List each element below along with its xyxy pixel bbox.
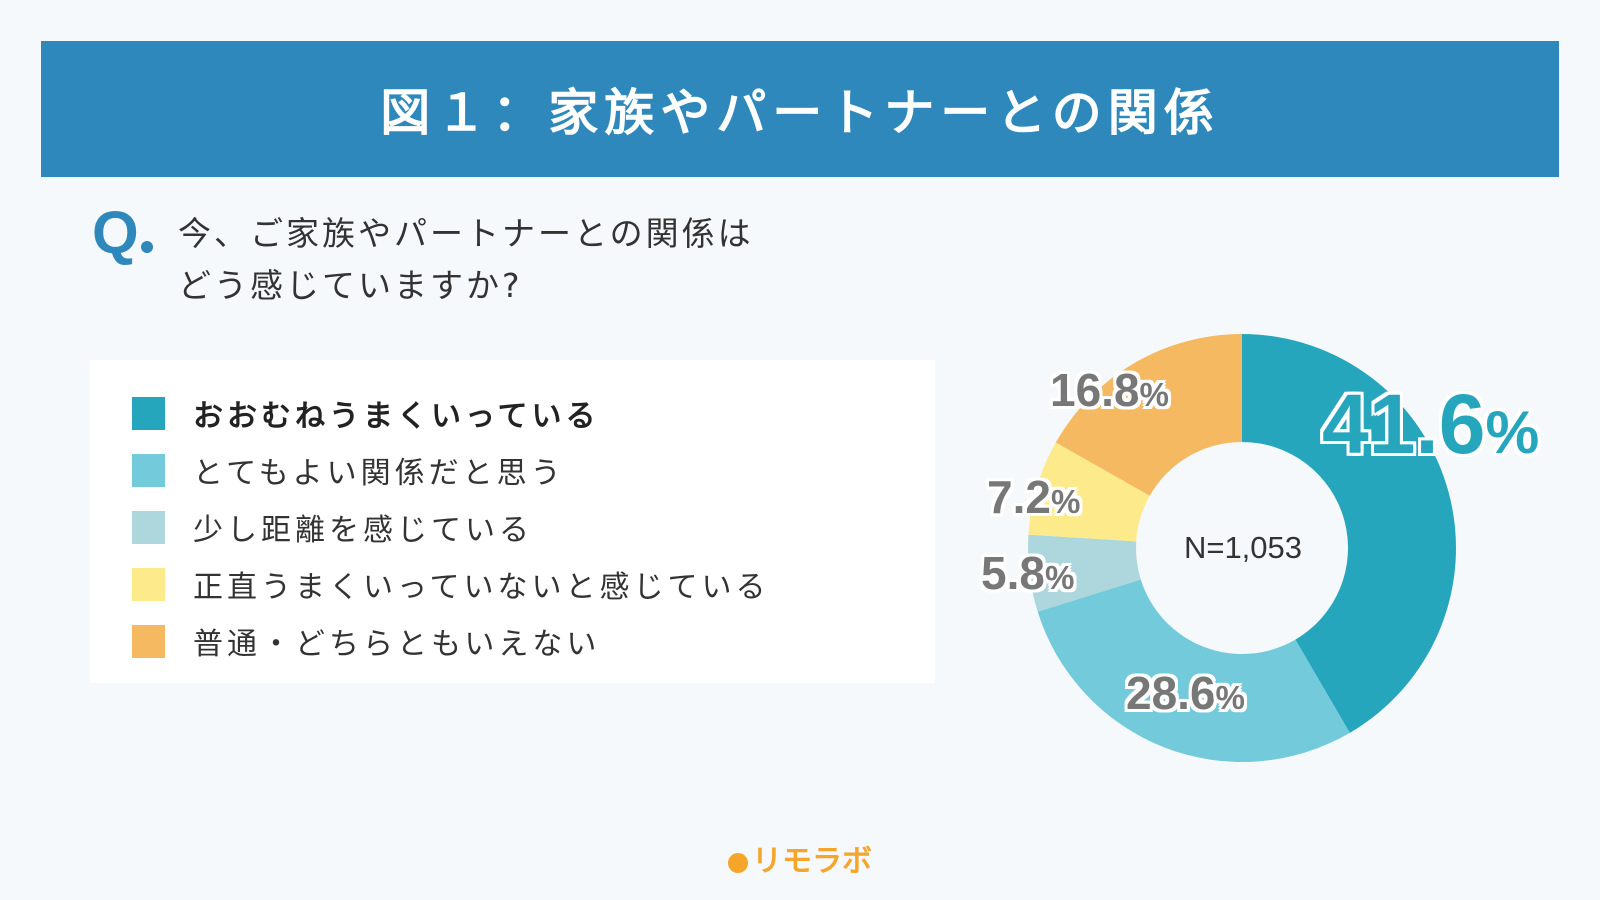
data-label-5-value: 16.8 (1050, 364, 1140, 416)
data-label-3: 5.8% (981, 546, 1074, 600)
data-label-1: 41.6% (1322, 376, 1539, 473)
data-label-2-unit: % (1215, 680, 1245, 717)
data-label-2: 28.6% (1126, 666, 1245, 720)
legend-label-5: 普通・どちらともいえない (193, 627, 601, 662)
legend-item-2: とてもよい関係だと思う (132, 450, 565, 491)
brand-logo-icon (728, 853, 748, 873)
data-label-4: 7.2% (987, 470, 1080, 524)
chart-title: 図１：家族やパートナーとの関係 (380, 84, 1220, 142)
legend-label-1: おおむねうまくいっている (193, 399, 600, 434)
legend: おおむねうまくいっている とてもよい関係だと思う 少し距離を感じている 正直うま… (90, 360, 935, 683)
data-label-4-unit: % (1050, 484, 1081, 521)
legend-swatch-3 (132, 510, 165, 544)
data-label-3-value: 5.8 (981, 547, 1045, 599)
legend-item-5: 普通・どちらともいえない (132, 621, 601, 662)
legend-swatch-4 (132, 567, 165, 601)
donut-slice-3 (1028, 534, 1141, 612)
donut-slice-1 (1242, 334, 1456, 733)
legend-label-3: 少し距離を感じている (193, 513, 533, 548)
question-line-1: 今、ご家族やパートナーとの関係は (178, 214, 754, 253)
question-text: 今、ご家族やパートナーとの関係は どう感じていますか? (178, 208, 754, 312)
question-line-2: どう感じていますか? (178, 266, 523, 305)
question-mark-letter: Q (92, 199, 139, 266)
question-mark-dot (140, 241, 153, 253)
brand-footer: リモラボ (0, 836, 1600, 880)
data-label-2-value: 28.6 (1126, 667, 1216, 719)
donut-slice-5 (1055, 334, 1242, 496)
data-label-1-unit: % (1485, 398, 1540, 466)
donut-slice-4 (1028, 442, 1150, 542)
legend-swatch-2 (132, 453, 165, 487)
data-label-1-value: 41.6 (1322, 377, 1486, 471)
data-label-5: 16.8% (1050, 363, 1169, 417)
brand-name: リモラボ (752, 844, 872, 879)
legend-label-2: とてもよい関係だと思う (193, 456, 565, 491)
donut-slice-2 (1037, 579, 1350, 762)
data-label-3-unit: % (1044, 560, 1075, 597)
legend-swatch-1 (132, 396, 165, 430)
donut-center-label: N=1,053 (1183, 530, 1303, 565)
legend-item-1: おおむねうまくいっている (132, 393, 600, 434)
legend-item-3: 少し距離を感じている (132, 507, 533, 548)
title-banner: 図１：家族やパートナーとの関係 (41, 41, 1559, 177)
legend-swatch-5 (132, 624, 165, 658)
legend-label-4: 正直うまくいっていないと感じている (193, 570, 770, 605)
legend-item-4: 正直うまくいっていないと感じている (132, 564, 770, 605)
question-mark: Q (92, 198, 153, 267)
donut-chart (1028, 334, 1456, 762)
data-label-5-unit: % (1139, 377, 1169, 414)
data-label-4-value: 7.2 (987, 471, 1051, 523)
